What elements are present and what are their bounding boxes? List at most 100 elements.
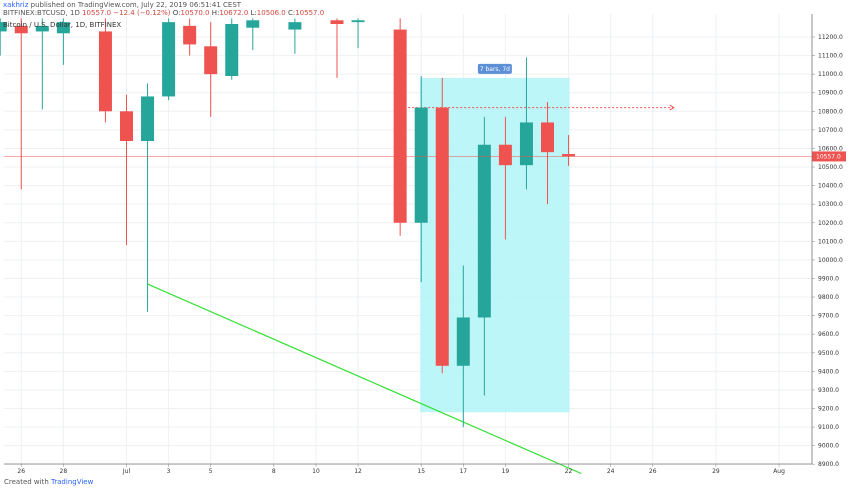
candles-layer — [0, 18, 576, 428]
candle-body — [225, 23, 239, 77]
y-tick-label: 10800.0 — [818, 108, 843, 115]
candle-up[interactable] — [456, 265, 470, 428]
footer-credit: Created with TradingView — [4, 478, 93, 486]
candle-body — [456, 317, 470, 366]
x-tick-label: 15 — [417, 468, 425, 475]
candle-body — [204, 46, 218, 75]
candle-down[interactable] — [98, 18, 112, 123]
y-tick-label: 8900.0 — [818, 461, 839, 468]
y-tick-label: 11000.0 — [818, 71, 843, 78]
close-label: C: — [287, 9, 296, 17]
candle-up[interactable] — [351, 18, 365, 49]
y-tick-label: 9000.0 — [818, 443, 839, 450]
candle-body — [98, 31, 112, 112]
candle-up[interactable] — [0, 18, 7, 56]
time-axis[interactable]: 26 28 Jul 3 5 8 10 12 15 17 19 22 24 26 29 Aug — [4, 463, 812, 475]
y-tick-label: 10400.0 — [818, 183, 843, 190]
candle-up[interactable] — [477, 116, 491, 396]
candle-down[interactable] — [183, 18, 197, 56]
candle-up[interactable] — [162, 18, 176, 101]
created-with-text: Created with — [4, 478, 49, 486]
candle-up[interactable] — [141, 83, 155, 312]
target-arrowhead — [669, 104, 675, 111]
author-link[interactable]: xakhriz — [3, 1, 29, 9]
y-tick-label: 9800.0 — [818, 294, 839, 301]
candle-body — [498, 144, 512, 166]
x-tick-label: 3 — [167, 468, 171, 475]
candle-up[interactable] — [35, 18, 49, 110]
candle-body — [562, 154, 576, 157]
candle-body — [162, 22, 176, 97]
symbol-label: BITFINEX:BTCUSD, 1D — [3, 9, 80, 17]
trendline-segment — [147, 283, 582, 475]
close-value: 10557.0 — [295, 9, 325, 17]
candle-up[interactable] — [225, 18, 239, 80]
x-tick-label: 24 — [607, 468, 615, 475]
high-value: 10672.0 — [219, 9, 249, 17]
last-price-line: 10557.0 — [4, 151, 846, 162]
x-tick-label: 19 — [502, 468, 510, 475]
tradingview-logo-link[interactable]: TradingView — [51, 478, 94, 486]
candle-body — [35, 25, 49, 32]
x-tick-label: 28 — [60, 468, 68, 475]
candle-up[interactable] — [414, 76, 428, 283]
candle-body — [414, 107, 428, 223]
y-tick-label: 10600.0 — [818, 145, 843, 152]
candle-down[interactable] — [562, 135, 576, 166]
candle-up[interactable] — [246, 18, 260, 51]
candle-down[interactable] — [435, 77, 449, 374]
published-text: published on TradingView.com, July 22, 2… — [30, 1, 242, 9]
y-tick-label: 10300.0 — [818, 201, 843, 208]
candle-down[interactable] — [393, 18, 407, 236]
low-label: L: — [250, 9, 257, 17]
range-box-label-bg — [477, 63, 512, 74]
candle-body — [288, 22, 302, 30]
high-label: H: — [211, 9, 220, 17]
last-price-tag — [812, 151, 846, 162]
y-tick-label: 10200.0 — [818, 220, 843, 227]
y-tick-label: 9900.0 — [818, 275, 839, 282]
candle-down[interactable] — [14, 18, 28, 190]
candle-up[interactable] — [56, 18, 70, 65]
candle-body — [477, 144, 491, 318]
y-tick-label: 9300.0 — [818, 387, 839, 394]
price-axis[interactable]: 8900.0 9000.0 9100.0 9200.0 9300.0 9400.0 9500… — [811, 14, 843, 468]
x-tick-label: 26 — [17, 468, 25, 475]
x-tick-label: 10 — [312, 468, 320, 475]
candle-body — [393, 29, 407, 223]
open-label: O: — [172, 9, 181, 17]
candle-up[interactable] — [519, 57, 533, 190]
chart-title: Bitcoin / U.S. Dollar, 1D, BITFINEX — [3, 21, 122, 29]
publisher-line: xakhriz published on TradingView.com, Ju… — [3, 1, 241, 10]
last-price: 10557.0 — [82, 9, 112, 17]
candle-body — [435, 107, 449, 366]
ohlc-line: BITFINEX:BTCUSD, 1D 10557.0 −12.4 (−0.12… — [3, 9, 324, 18]
candle-body — [541, 122, 554, 153]
last-price-label: 10557.0 — [816, 154, 841, 161]
y-tick-label: 9100.0 — [818, 424, 839, 431]
y-tick-label: 11100.0 — [818, 53, 843, 60]
x-tick-label: 12 — [354, 468, 362, 475]
y-tick-label: 10100.0 — [818, 238, 843, 245]
y-tick-label: 9400.0 — [818, 368, 839, 375]
candle-body — [351, 20, 365, 23]
y-tick-label: 9600.0 — [818, 331, 839, 338]
y-tick-label: 10000.0 — [818, 257, 843, 264]
candle-down[interactable] — [204, 22, 218, 117]
candle-down[interactable] — [330, 18, 344, 78]
x-tick-label: 29 — [712, 468, 720, 475]
chart-grid — [4, 14, 812, 465]
candle-body — [183, 25, 197, 45]
y-tick-label: 9500.0 — [818, 350, 839, 357]
candle-down[interactable] — [541, 102, 554, 205]
trendline[interactable] — [147, 283, 582, 475]
candle-up[interactable] — [288, 18, 302, 54]
candle-body — [330, 20, 344, 24]
y-tick-label: 9200.0 — [818, 406, 839, 413]
candle-body — [14, 25, 28, 34]
candle-down[interactable] — [120, 94, 133, 246]
candle-down[interactable] — [498, 116, 512, 240]
price-change: −12.4 (−0.12%) — [113, 9, 171, 17]
y-tick-label: 10700.0 — [818, 127, 843, 134]
